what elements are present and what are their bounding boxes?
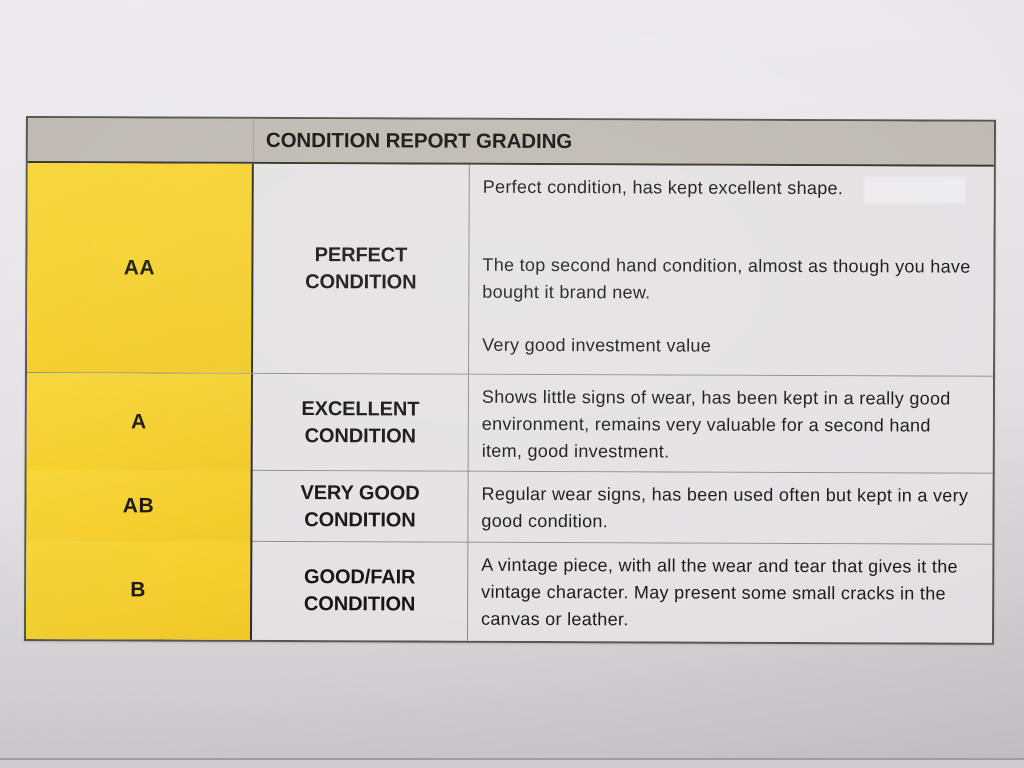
condition-cell: EXCELLENT CONDITION bbox=[252, 373, 470, 473]
table-row: AB VERY GOOD CONDITION Regular wear sign… bbox=[26, 470, 993, 545]
condition-cell: VERY GOOD CONDITION bbox=[252, 470, 469, 543]
grade-label: A bbox=[130, 410, 147, 434]
description-cell: Perfect condition, has kept excellent sh… bbox=[469, 165, 994, 376]
grading-table: CONDITION REPORT GRADING AA PERFECT COND… bbox=[23, 116, 996, 645]
grade-label: AA bbox=[123, 255, 156, 279]
grade-label: AB bbox=[122, 493, 155, 517]
grade-label: B bbox=[130, 578, 147, 602]
description-paragraph: A vintage piece, with all the wear and t… bbox=[481, 554, 958, 630]
description-cell: A vintage piece, with all the wear and t… bbox=[468, 543, 992, 643]
description-paragraph: Regular wear signs, has been used often … bbox=[481, 483, 969, 532]
paper-bottom-edge bbox=[0, 758, 1024, 768]
grade-cell: AB bbox=[26, 470, 253, 542]
condition-label: GOOD/FAIR CONDITION bbox=[303, 566, 416, 616]
table-row: AA PERFECT CONDITION Perfect condition, … bbox=[27, 163, 994, 377]
condition-label: EXCELLENT CONDITION bbox=[301, 398, 420, 448]
table-header-row: CONDITION REPORT GRADING bbox=[27, 118, 994, 167]
grade-cell: A bbox=[26, 373, 254, 472]
header-spacer-cell bbox=[27, 118, 254, 162]
table-row: B GOOD/FAIR CONDITION A vintage piece, w… bbox=[25, 541, 993, 643]
condition-cell: GOOD/FAIR CONDITION bbox=[251, 541, 469, 641]
grade-cell: B bbox=[25, 541, 253, 640]
description-paragraph: The top second hand condition, almost as… bbox=[482, 254, 971, 303]
condition-cell: PERFECT CONDITION bbox=[253, 163, 470, 374]
table-title: CONDITION REPORT GRADING bbox=[265, 128, 573, 153]
grade-cell: AA bbox=[27, 163, 254, 373]
description-paragraph: Very good investment value bbox=[482, 334, 712, 356]
description-paragraph: Perfect condition, has kept excellent sh… bbox=[482, 176, 844, 199]
description-paragraph: Shows little signs of wear, has been kep… bbox=[481, 386, 951, 462]
description-cell: Shows little signs of wear, has been kep… bbox=[469, 375, 993, 475]
condition-label: VERY GOOD CONDITION bbox=[300, 481, 420, 531]
description-cell: Regular wear signs, has been used often … bbox=[468, 472, 992, 545]
condition-label: PERFECT CONDITION bbox=[305, 243, 417, 294]
table-row: A EXCELLENT CONDITION Shows little signs… bbox=[26, 373, 994, 475]
